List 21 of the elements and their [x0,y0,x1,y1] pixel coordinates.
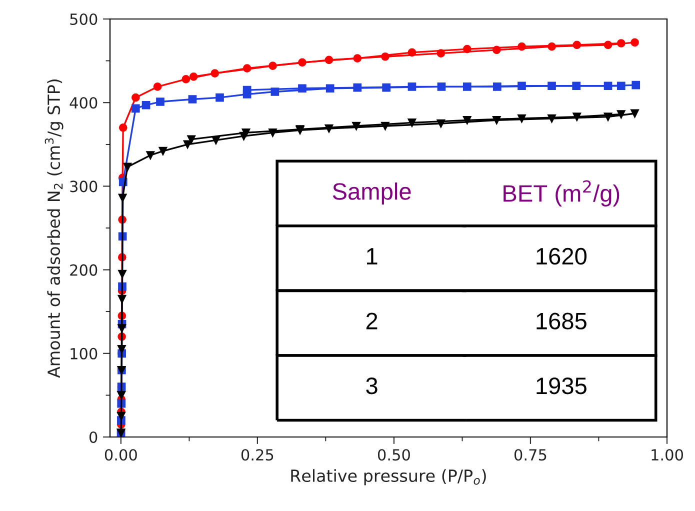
x-tick-label: 0.00 [104,449,137,461]
annotation: Sample [332,182,411,205]
y-tick-label: 500 [70,13,98,26]
x-tick-label: 0.25 [241,449,274,461]
y-tick-label: 200 [70,264,98,276]
y-tick-label: 100 [70,348,98,360]
annotation: 3 [366,378,378,394]
x-tick-label: 1.00 [652,449,683,461]
x-tick-label: 0.75 [514,449,546,461]
y-axis-title: Amount of adsorbed N$_{2}$ (cm$^{3}$/g STP) [44,79,64,378]
x-tick-label: 0.50 [378,449,410,461]
x-axis-title: Relative pressure (P/P$_{o}$) [291,469,486,486]
y-tick-label: 0 [89,431,98,444]
y-tick-label: 300 [70,180,98,192]
annotation: 2 [366,312,378,330]
annotation: 1935 [536,378,586,394]
annotation: 1 [367,248,378,264]
annotation: 1620 [536,248,587,265]
annotation: 1685 [536,312,586,330]
y-tick-label: 400 [70,97,98,109]
annotation: BET (m$^{2}$/g) [504,180,620,206]
